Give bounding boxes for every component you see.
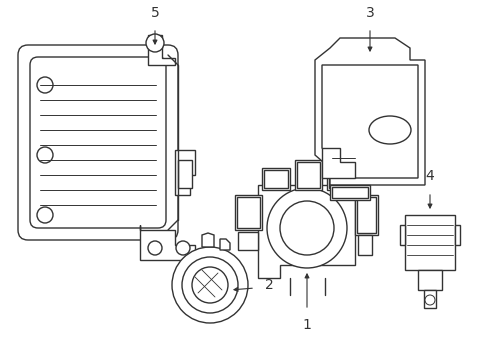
Bar	[297, 162, 320, 188]
Bar	[424, 290, 436, 308]
FancyBboxPatch shape	[18, 45, 178, 240]
Bar	[332, 187, 368, 198]
Polygon shape	[322, 148, 355, 178]
FancyBboxPatch shape	[30, 57, 166, 228]
Circle shape	[425, 295, 435, 305]
Bar	[405, 215, 455, 270]
Circle shape	[146, 34, 164, 52]
Text: 4: 4	[426, 169, 434, 183]
Text: 3: 3	[366, 6, 374, 20]
Polygon shape	[220, 239, 230, 250]
Polygon shape	[235, 195, 262, 230]
Bar	[178, 160, 192, 188]
Circle shape	[192, 267, 228, 303]
Circle shape	[148, 241, 162, 255]
Polygon shape	[455, 225, 460, 245]
Polygon shape	[400, 225, 405, 245]
Circle shape	[37, 147, 53, 163]
Circle shape	[37, 77, 53, 93]
Bar	[329, 167, 350, 188]
Polygon shape	[175, 150, 195, 195]
Circle shape	[267, 188, 347, 268]
Polygon shape	[202, 233, 214, 247]
Circle shape	[280, 201, 334, 255]
Text: 5: 5	[150, 6, 159, 20]
Polygon shape	[315, 38, 425, 185]
Polygon shape	[322, 65, 418, 178]
Circle shape	[176, 241, 190, 255]
Bar	[418, 270, 442, 290]
Text: 1: 1	[302, 318, 312, 332]
Bar	[264, 170, 288, 188]
Text: 2: 2	[265, 278, 274, 292]
Polygon shape	[238, 232, 258, 250]
Polygon shape	[330, 185, 370, 200]
Ellipse shape	[369, 116, 411, 144]
Polygon shape	[295, 160, 322, 190]
Polygon shape	[262, 168, 290, 190]
Circle shape	[182, 257, 238, 313]
Bar	[237, 197, 260, 228]
Polygon shape	[258, 185, 355, 278]
Circle shape	[172, 247, 248, 323]
Polygon shape	[327, 165, 352, 190]
Polygon shape	[140, 225, 195, 260]
Bar	[357, 197, 376, 233]
Circle shape	[37, 207, 53, 223]
Polygon shape	[148, 35, 175, 65]
Polygon shape	[358, 235, 372, 255]
Polygon shape	[355, 195, 378, 235]
